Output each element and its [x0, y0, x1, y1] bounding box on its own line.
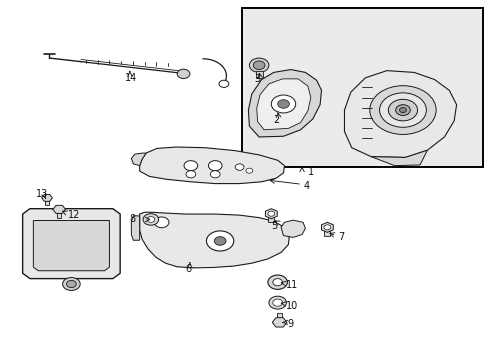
- Circle shape: [395, 105, 409, 116]
- Polygon shape: [131, 216, 140, 240]
- Polygon shape: [53, 205, 65, 213]
- Circle shape: [143, 214, 158, 225]
- Circle shape: [268, 296, 286, 309]
- Text: 11: 11: [285, 280, 298, 290]
- Polygon shape: [265, 209, 277, 219]
- Text: 10: 10: [285, 301, 298, 311]
- Text: 7: 7: [337, 232, 344, 242]
- Circle shape: [62, 278, 80, 291]
- Circle shape: [214, 237, 225, 245]
- Circle shape: [210, 171, 220, 178]
- Circle shape: [185, 171, 195, 178]
- Circle shape: [245, 168, 252, 173]
- Polygon shape: [140, 147, 284, 184]
- Bar: [57, 210, 61, 219]
- Text: 4: 4: [304, 181, 309, 191]
- Polygon shape: [33, 221, 109, 271]
- Circle shape: [272, 279, 282, 286]
- Circle shape: [147, 217, 155, 222]
- Circle shape: [324, 225, 330, 230]
- Polygon shape: [140, 212, 289, 268]
- Text: 2: 2: [272, 115, 279, 125]
- Circle shape: [183, 161, 197, 171]
- Polygon shape: [131, 153, 146, 166]
- Polygon shape: [321, 222, 333, 232]
- Text: 1: 1: [307, 167, 313, 177]
- Polygon shape: [370, 150, 427, 166]
- Text: 14: 14: [125, 73, 137, 83]
- Polygon shape: [41, 194, 52, 201]
- Bar: [277, 314, 281, 322]
- Circle shape: [249, 58, 268, 72]
- Circle shape: [277, 100, 289, 108]
- Circle shape: [206, 231, 233, 251]
- Text: 8: 8: [129, 215, 135, 224]
- Circle shape: [271, 95, 295, 113]
- Circle shape: [379, 93, 426, 127]
- Bar: [242, 8, 483, 167]
- Bar: [255, 71, 262, 78]
- Polygon shape: [256, 79, 310, 130]
- Text: 6: 6: [184, 264, 191, 274]
- Text: 9: 9: [287, 319, 293, 329]
- Circle shape: [369, 86, 435, 134]
- Circle shape: [154, 217, 168, 228]
- Polygon shape: [272, 318, 286, 327]
- Circle shape: [267, 211, 274, 216]
- Polygon shape: [248, 69, 321, 137]
- Bar: [45, 198, 49, 205]
- Circle shape: [267, 275, 287, 289]
- Circle shape: [253, 61, 264, 69]
- Circle shape: [235, 164, 244, 170]
- Text: 5: 5: [271, 221, 277, 231]
- Circle shape: [387, 99, 417, 121]
- Circle shape: [219, 80, 228, 87]
- Text: 12: 12: [68, 210, 80, 220]
- Circle shape: [177, 69, 189, 78]
- Circle shape: [272, 299, 282, 306]
- Bar: [268, 213, 274, 222]
- Text: 13: 13: [36, 189, 48, 199]
- Polygon shape: [281, 220, 305, 237]
- Polygon shape: [22, 209, 120, 279]
- Circle shape: [66, 280, 76, 288]
- Bar: [324, 227, 330, 235]
- Circle shape: [399, 108, 406, 113]
- Circle shape: [208, 161, 222, 171]
- Polygon shape: [344, 71, 456, 157]
- Text: 3: 3: [254, 74, 260, 84]
